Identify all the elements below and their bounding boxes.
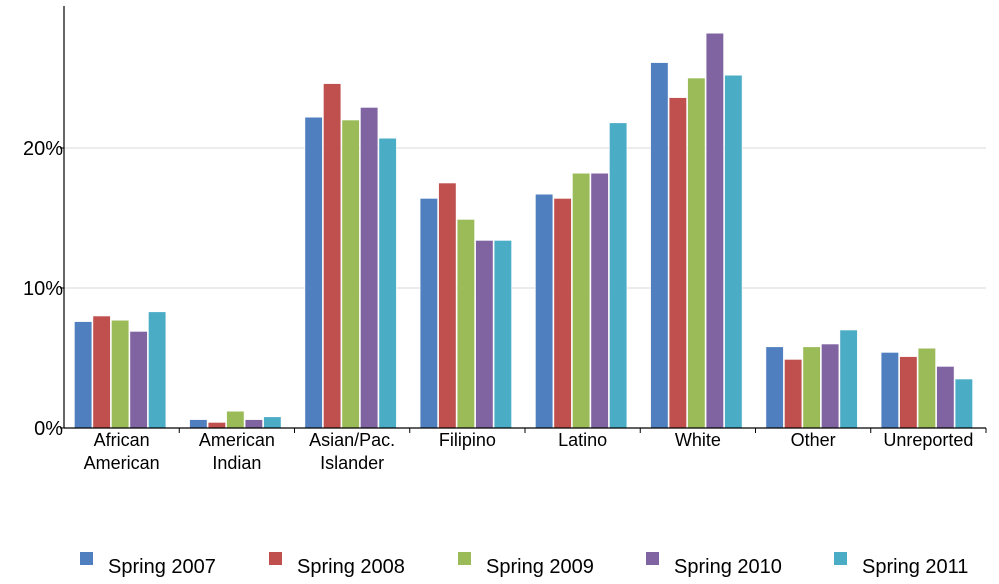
bar-spring-2011 bbox=[954, 378, 973, 429]
bar-spring-2007 bbox=[535, 193, 554, 429]
x-axis-labels: African American American Indian Asian/Pac. I… bbox=[84, 430, 974, 473]
legend-swatch bbox=[269, 552, 282, 565]
bar-spring-2009 bbox=[687, 77, 706, 429]
y-tick-label: 20% bbox=[23, 138, 63, 160]
legend-label: Spring 2010 bbox=[674, 556, 782, 578]
legend-label: Spring 2009 bbox=[486, 556, 594, 578]
x-category-label: Indian bbox=[212, 453, 261, 473]
bar-spring-2007 bbox=[304, 116, 323, 429]
bar-spring-2011 bbox=[493, 240, 512, 429]
x-category-label: American bbox=[84, 453, 160, 473]
bar-spring-2008 bbox=[207, 422, 226, 429]
x-category-label: Filipino bbox=[439, 430, 496, 450]
bar-spring-2010 bbox=[936, 366, 955, 429]
bar-spring-2010 bbox=[705, 32, 724, 429]
bar-spring-2010 bbox=[590, 172, 609, 429]
legend-swatch bbox=[458, 552, 471, 565]
bar-spring-2007 bbox=[765, 346, 784, 429]
bar-spring-2010 bbox=[244, 419, 263, 429]
bar-spring-2010 bbox=[475, 240, 494, 429]
bar-spring-2008 bbox=[323, 83, 342, 429]
bar-spring-2009 bbox=[802, 346, 821, 429]
gridlines bbox=[64, 147, 986, 289]
x-category-label: African bbox=[94, 430, 150, 450]
bar-spring-2011 bbox=[148, 311, 167, 429]
y-tick-label: 0% bbox=[34, 418, 63, 440]
x-category-label: Unreported bbox=[883, 430, 973, 450]
bar-spring-2007 bbox=[74, 321, 93, 429]
bar-spring-2009 bbox=[341, 119, 360, 429]
bar-spring-2011 bbox=[609, 122, 628, 429]
bar-spring-2008 bbox=[668, 97, 687, 429]
bar-spring-2007 bbox=[880, 352, 899, 429]
legend-swatch bbox=[80, 552, 93, 565]
bar-spring-2008 bbox=[553, 198, 572, 429]
legend-swatch bbox=[834, 552, 847, 565]
bar-spring-2010 bbox=[129, 331, 148, 429]
bar-spring-2008 bbox=[438, 182, 457, 429]
legend-label: Spring 2011 bbox=[862, 556, 968, 578]
bar-spring-2011 bbox=[724, 74, 743, 429]
axes bbox=[63, 6, 987, 433]
bar-spring-2009 bbox=[111, 319, 130, 429]
bar-spring-2007 bbox=[189, 419, 208, 429]
bar-spring-2009 bbox=[456, 219, 475, 429]
bar-spring-2009 bbox=[572, 172, 591, 429]
bar-spring-2011 bbox=[839, 329, 858, 429]
bar-spring-2007 bbox=[419, 198, 438, 429]
bars bbox=[74, 32, 973, 429]
x-category-label: Islander bbox=[320, 453, 384, 473]
y-tick-label: 10% bbox=[23, 278, 63, 300]
bar-spring-2008 bbox=[92, 315, 111, 429]
bar-spring-2011 bbox=[378, 137, 397, 429]
x-category-label: Latino bbox=[558, 430, 607, 450]
bar-spring-2010 bbox=[821, 343, 840, 429]
x-category-label: Asian/Pac. bbox=[309, 430, 395, 450]
legend-swatch bbox=[646, 552, 659, 565]
bar-spring-2008 bbox=[784, 359, 803, 429]
x-category-label: White bbox=[675, 430, 721, 450]
bar-spring-2009 bbox=[226, 410, 245, 429]
legend: Spring 2007 Spring 2008 Spring 2009 Spring … bbox=[80, 552, 968, 578]
bar-spring-2010 bbox=[360, 107, 379, 429]
bar-spring-2011 bbox=[263, 416, 282, 429]
x-category-label: American bbox=[199, 430, 275, 450]
x-category-label: Other bbox=[791, 430, 836, 450]
legend-label: Spring 2007 bbox=[108, 556, 216, 578]
y-axis-ticks: 0% 10% 20% bbox=[23, 138, 64, 440]
bar-spring-2007 bbox=[650, 62, 669, 429]
bar-spring-2008 bbox=[899, 356, 918, 429]
bar-spring-2009 bbox=[917, 347, 936, 429]
legend-label: Spring 2008 bbox=[297, 556, 405, 578]
